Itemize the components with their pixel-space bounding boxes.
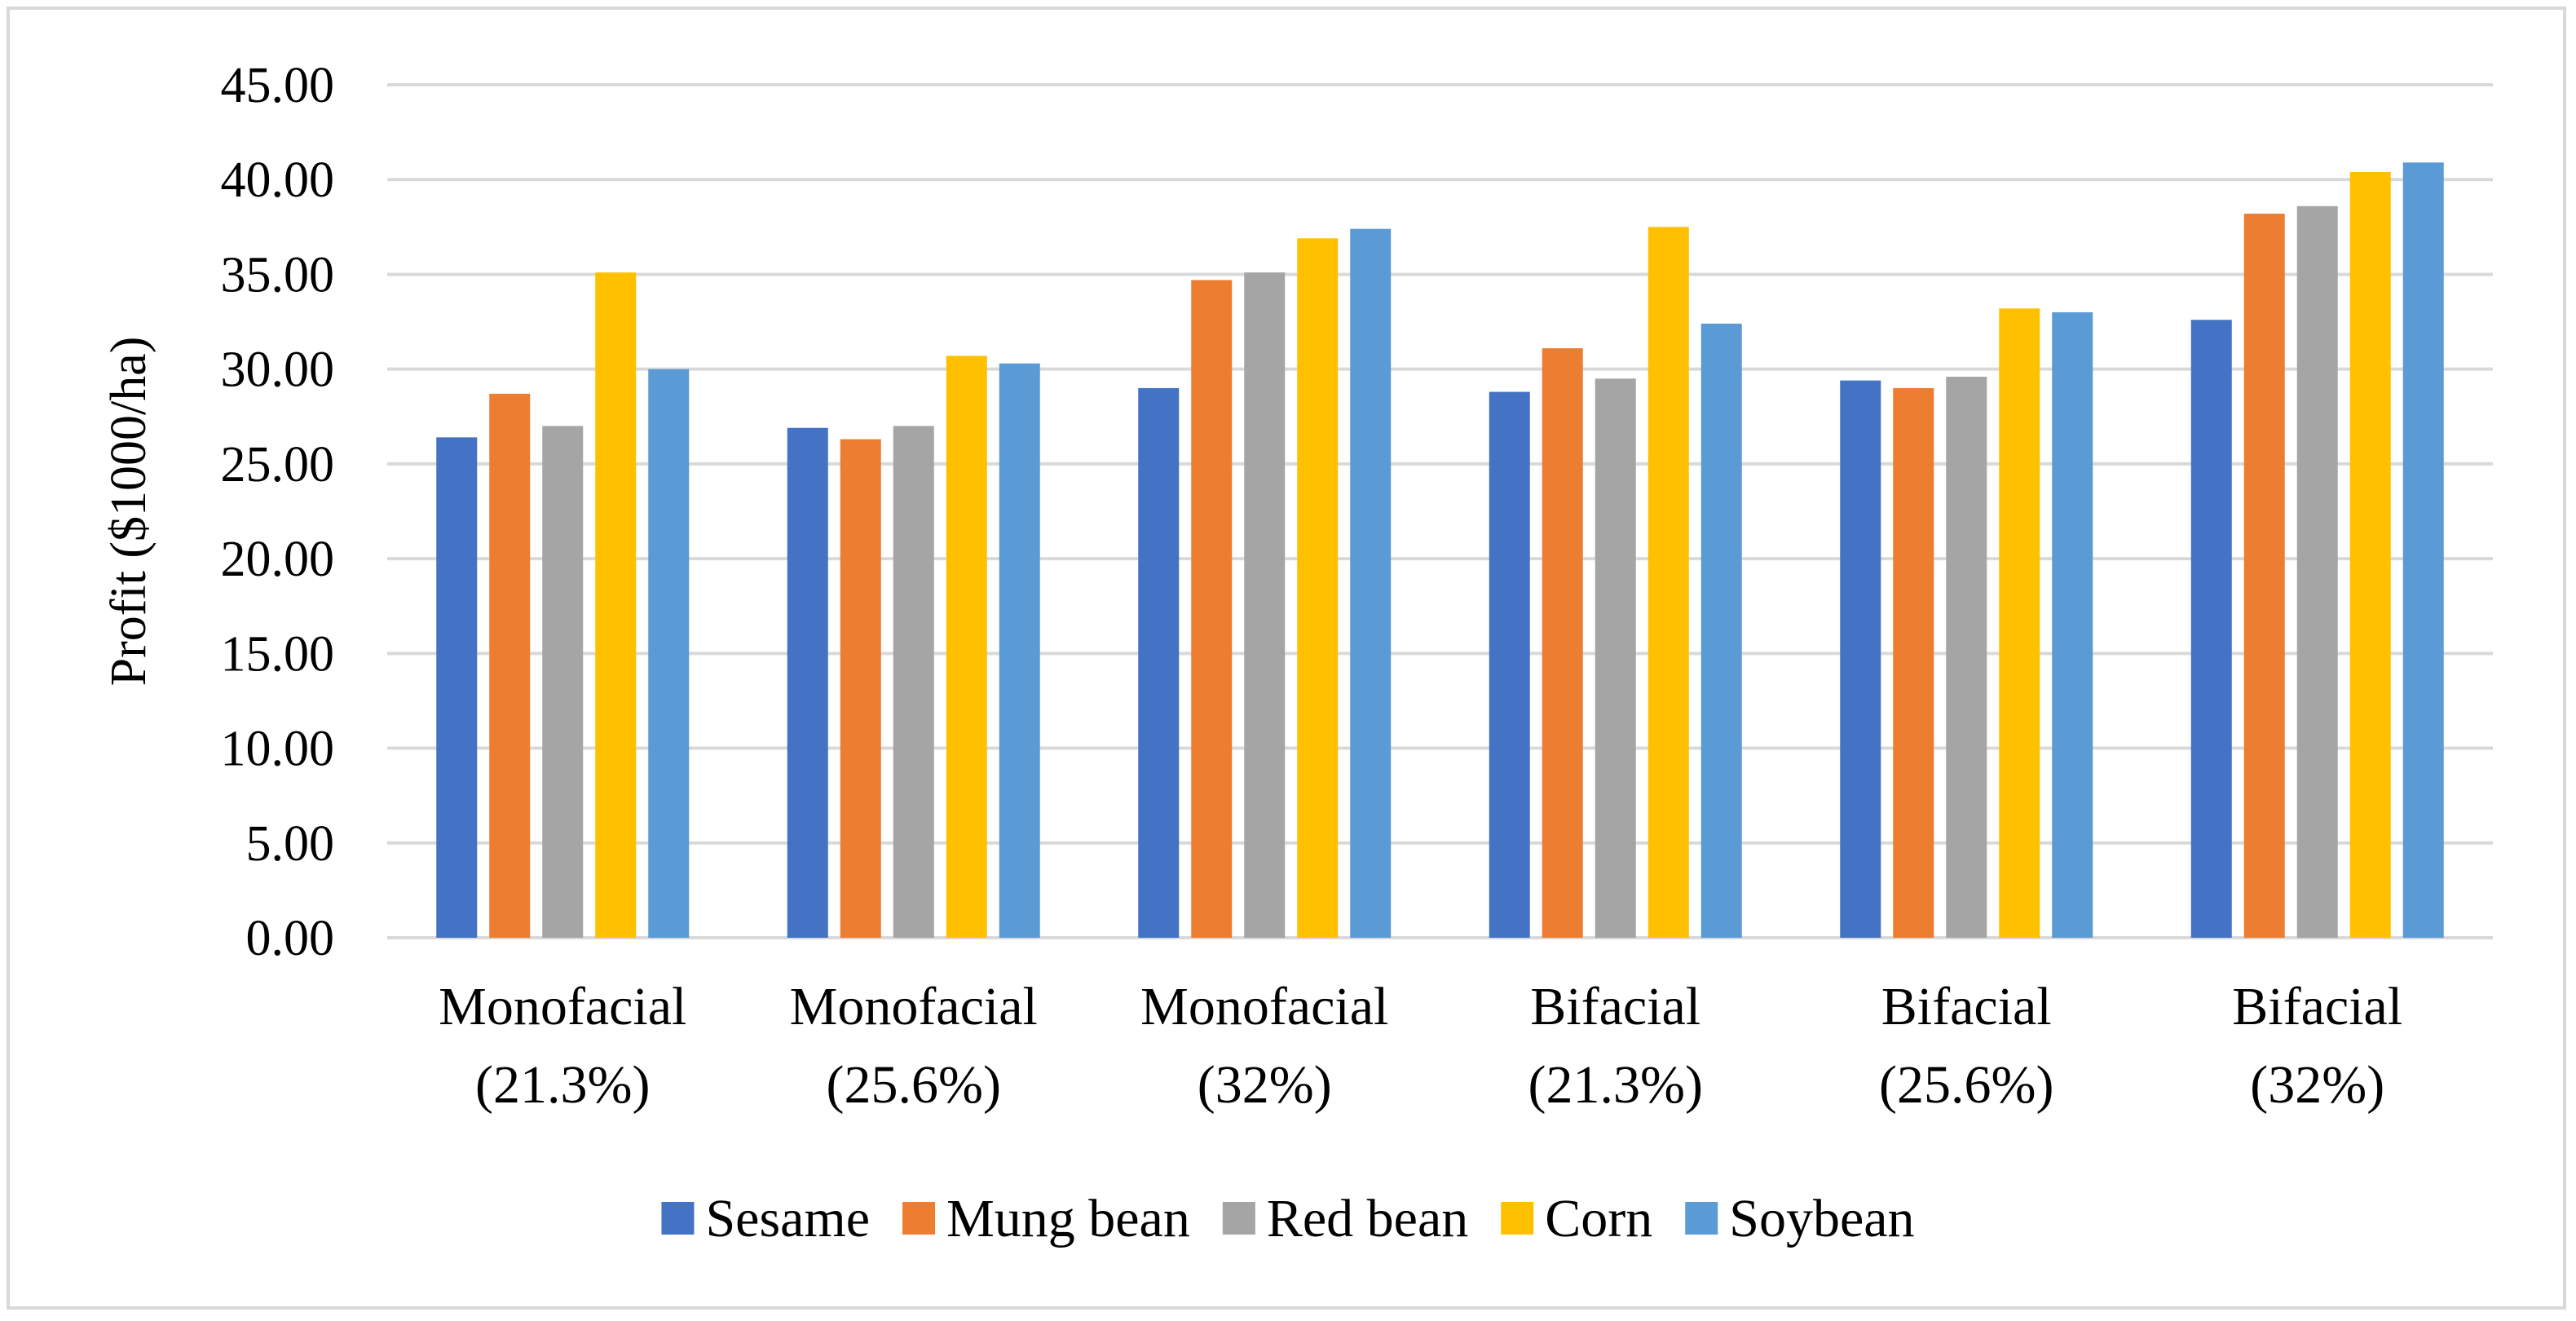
legend-label: Sesame xyxy=(705,1189,870,1248)
category-label: Monofacial xyxy=(1140,977,1388,1036)
bar-sesame xyxy=(1138,387,1180,938)
bar-mung-bean xyxy=(1893,387,1934,938)
legend-swatch xyxy=(661,1202,695,1235)
bar-soybean xyxy=(999,363,1040,938)
bar-corn xyxy=(595,272,637,938)
bar-sesame xyxy=(1489,391,1530,938)
bar-sesame xyxy=(787,427,828,938)
bar-soybean xyxy=(2052,311,2093,938)
bar-mung-bean xyxy=(1191,280,1233,938)
category-label: Bifacial xyxy=(1881,977,2052,1036)
legend-label: Soybean xyxy=(1729,1189,1914,1248)
bar-red-bean xyxy=(893,426,934,938)
category-label: (32%) xyxy=(1198,1055,1332,1115)
bar-red-bean xyxy=(1244,272,1286,938)
bar-sesame xyxy=(436,437,478,938)
bar-mung-bean xyxy=(2243,214,2285,938)
legend-item-corn[interactable]: Corn xyxy=(1501,1189,1652,1248)
gridlines xyxy=(387,83,2493,939)
bar-corn xyxy=(1999,308,2040,939)
category-label: (25.6%) xyxy=(1879,1055,2053,1115)
bar-red-bean xyxy=(1595,378,1636,938)
legend-item-red-bean[interactable]: Red bean xyxy=(1222,1189,1468,1248)
y-axis-ticks: 0.00 5.00 10.00 15.00 20.00 25.00 30.00 35.00 40… xyxy=(221,58,335,966)
y-tick-label: 10.00 xyxy=(221,722,335,777)
chart-frame xyxy=(7,7,2566,1310)
legend-swatch xyxy=(902,1202,936,1235)
y-tick-label: 30.00 xyxy=(221,342,335,398)
legend-swatch xyxy=(1222,1202,1255,1235)
bars xyxy=(436,162,2444,939)
legend-label: Red bean xyxy=(1267,1189,1468,1248)
y-tick-label: 20.00 xyxy=(221,532,335,587)
legend-item-sesame[interactable]: Sesame xyxy=(661,1189,870,1248)
legend-label: Mung bean xyxy=(946,1189,1190,1248)
y-tick-label: 40.00 xyxy=(221,152,335,208)
bar-corn xyxy=(1647,227,1689,938)
category-label: Monofacial xyxy=(439,977,686,1036)
bar-soybean xyxy=(2402,162,2444,938)
y-tick-label: 45.00 xyxy=(221,58,335,113)
category-label: (32%) xyxy=(2250,1055,2384,1115)
bar-soybean xyxy=(1700,323,1742,938)
y-tick-label: 5.00 xyxy=(246,816,335,872)
bar-red-bean xyxy=(542,426,584,938)
bar-sesame xyxy=(1840,380,1881,938)
legend-swatch xyxy=(1501,1202,1534,1235)
bar-red-bean xyxy=(1946,376,1987,938)
legend-item-mung-bean[interactable]: Mung bean xyxy=(902,1189,1190,1248)
legend-label: Corn xyxy=(1545,1189,1652,1248)
bar-mung-bean xyxy=(489,393,531,939)
bar-mung-bean xyxy=(840,439,881,938)
y-axis-title: Profit ($1000/ha) xyxy=(101,337,157,687)
y-tick-label: 25.00 xyxy=(221,437,335,493)
x-axis-categories: Monofacial (21.3%) Monofacial (25.6%) Monofa… xyxy=(439,977,2402,1115)
bar-red-bean xyxy=(2296,205,2338,938)
y-tick-label: 15.00 xyxy=(221,626,335,682)
legend-swatch xyxy=(1685,1202,1718,1235)
y-tick-label: 35.00 xyxy=(221,247,335,303)
category-label: Bifacial xyxy=(1530,977,1700,1036)
legend-item-soybean[interactable]: Soybean xyxy=(1685,1189,1915,1248)
bar-sesame xyxy=(2190,320,2232,939)
y-tick-label: 0.00 xyxy=(246,911,335,966)
category-label: Monofacial xyxy=(790,977,1038,1036)
legend[interactable]: Sesame Mung bean Red bean Corn Soybean xyxy=(661,1189,1915,1248)
category-label: Bifacial xyxy=(2232,977,2402,1036)
bar-corn xyxy=(1297,238,1339,938)
bar-corn xyxy=(2349,171,2391,938)
bar-corn xyxy=(946,356,987,938)
category-label: (21.3%) xyxy=(475,1055,650,1115)
bar-soybean xyxy=(1350,228,1392,938)
bar-soybean xyxy=(648,369,690,939)
category-label: (21.3%) xyxy=(1528,1055,1703,1115)
category-label: (25.6%) xyxy=(827,1055,1001,1115)
bar-mung-bean xyxy=(1542,348,1583,938)
